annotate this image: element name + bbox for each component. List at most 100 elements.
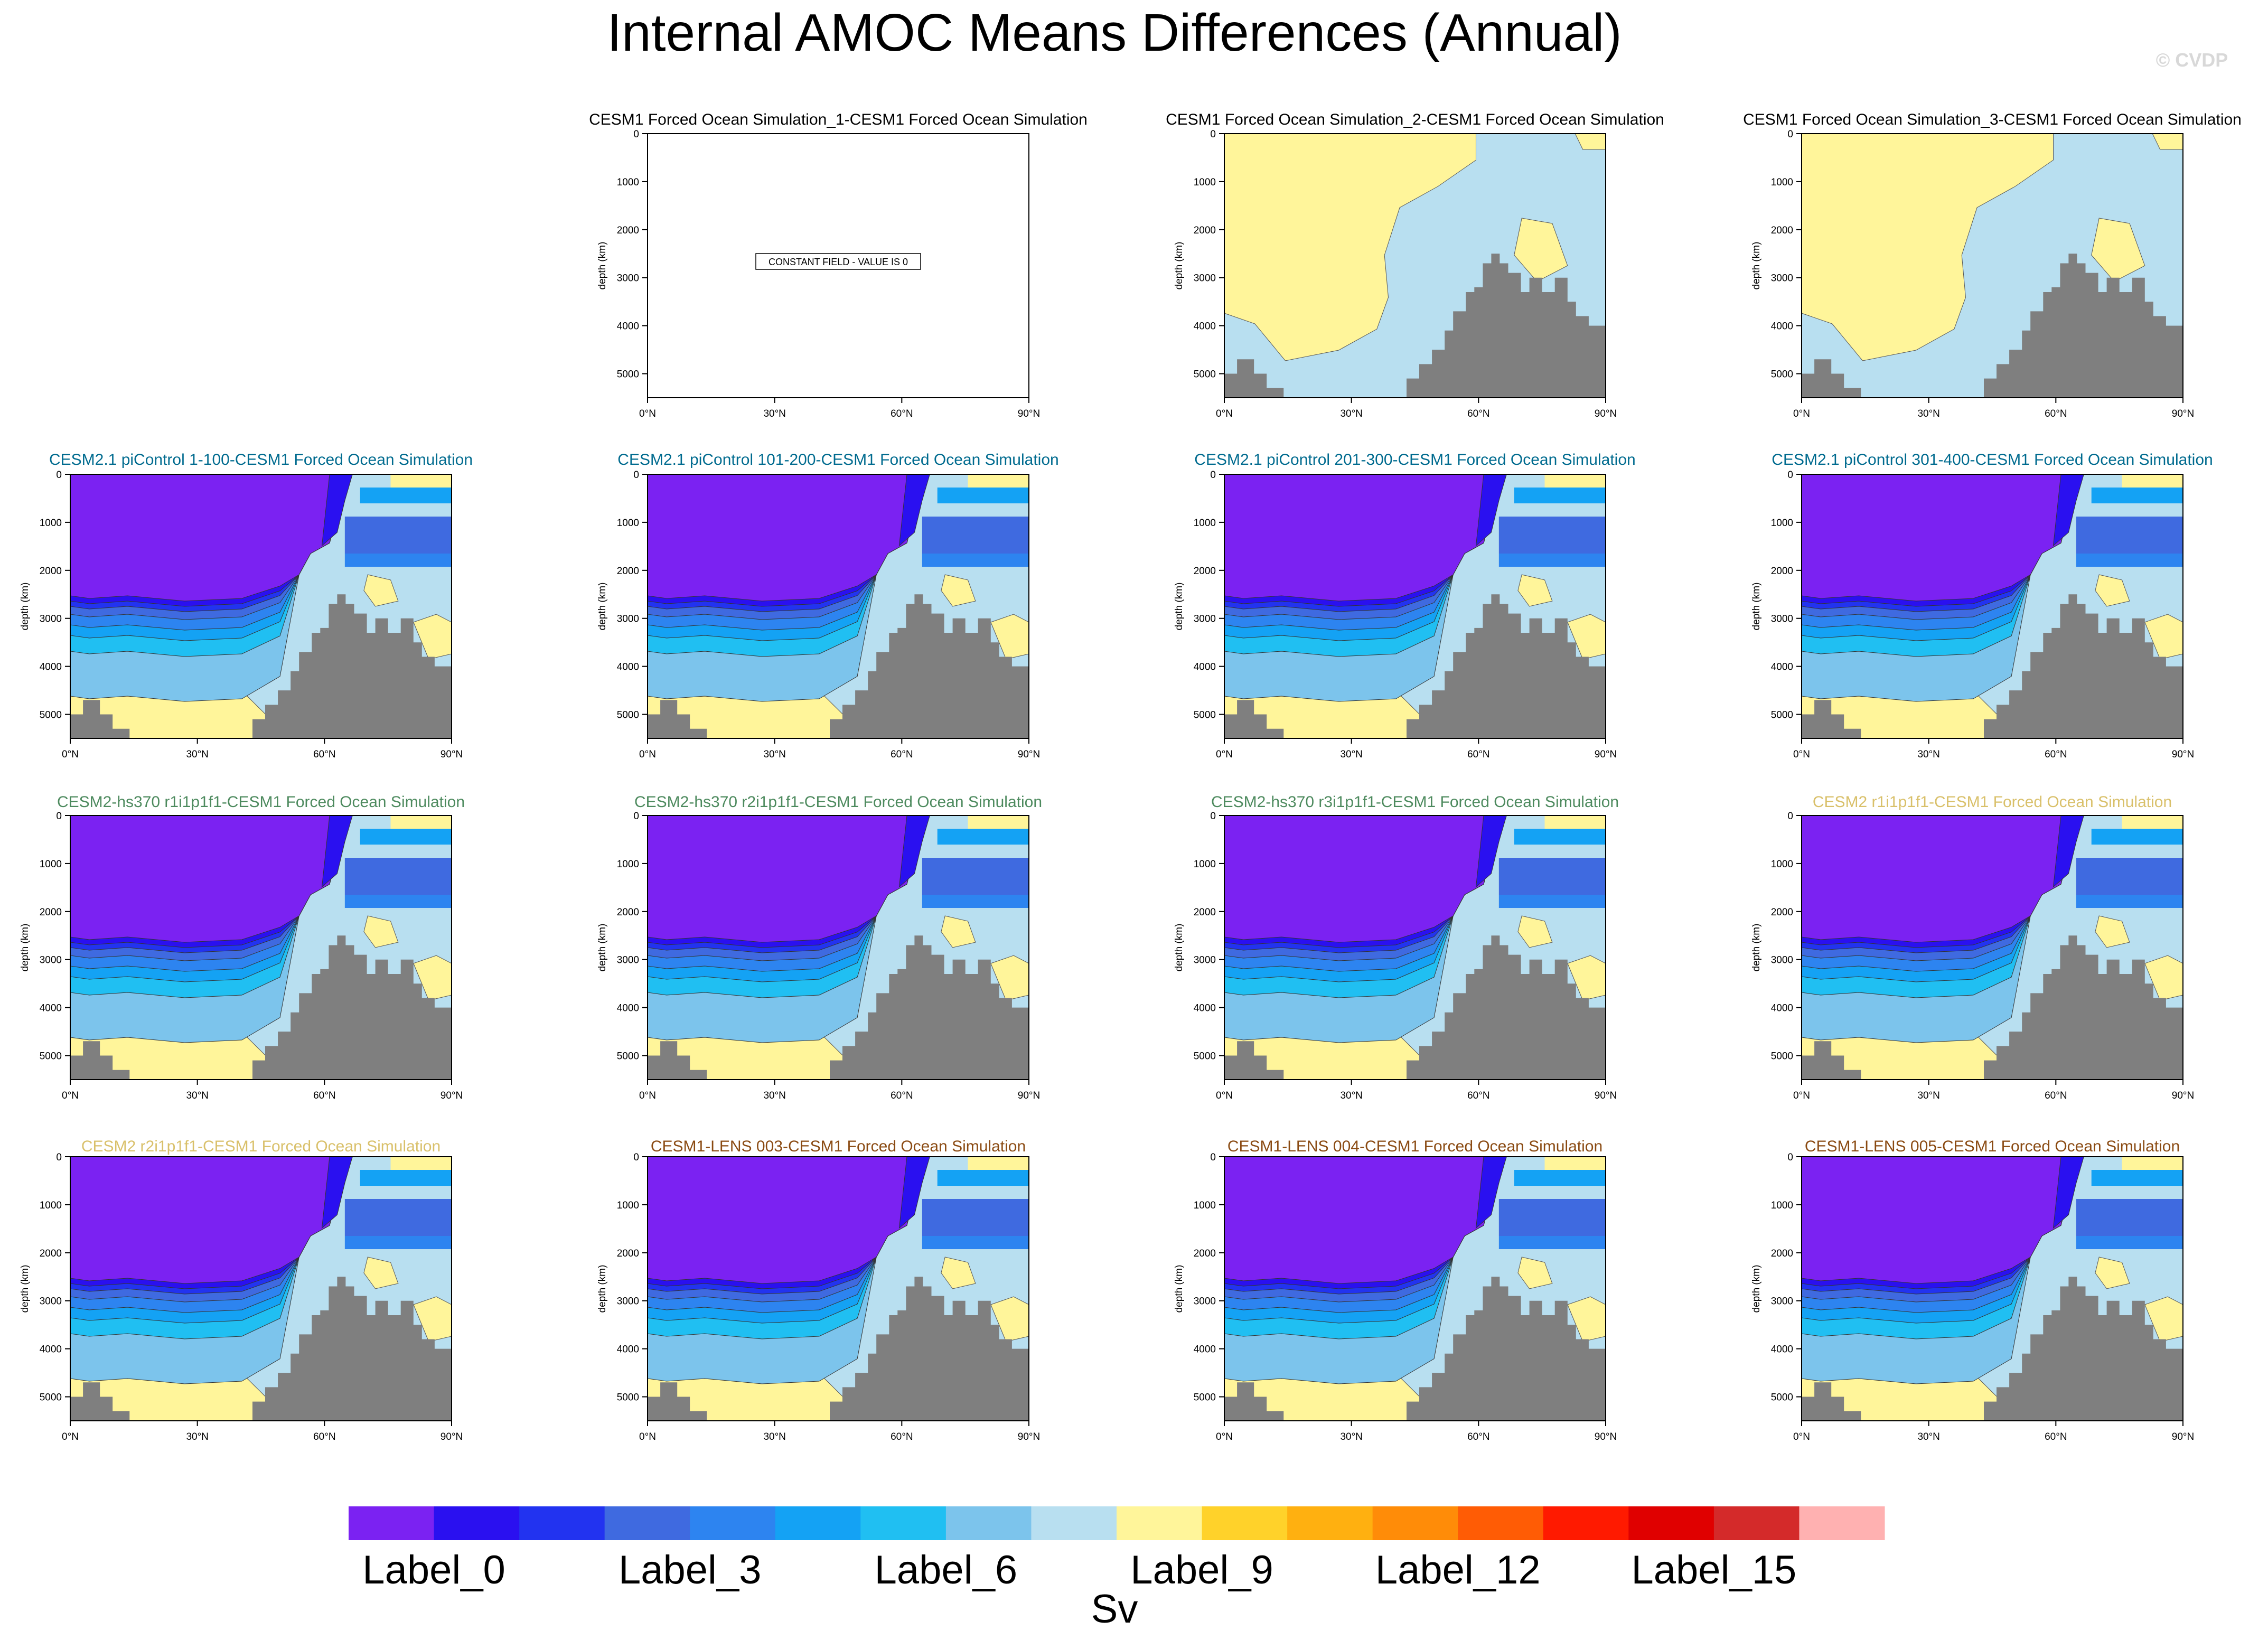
contour-fill-north-surface — [390, 816, 452, 829]
colorbar-label: Label_6 — [875, 1548, 1018, 1592]
y-tick-label: 1000 — [617, 859, 639, 870]
y-tick-label: 2000 — [1771, 566, 1793, 577]
contour-fill-positive-patch — [1514, 218, 1568, 282]
y-tick-label: 0 — [56, 1152, 62, 1163]
amoc-panel: 0 1000 2000 3000 4000 5000 0°N 30°N 60°N 90°N dept… — [20, 793, 465, 1101]
y-tick-label: 4000 — [617, 321, 639, 332]
colorbar-swatch — [1543, 1506, 1629, 1540]
colorbar-swatch — [860, 1506, 946, 1540]
y-tick-label: 3000 — [617, 273, 639, 284]
contour-fill-north-upper — [937, 829, 1029, 845]
y-tick-label: 4000 — [1771, 321, 1793, 332]
plot-frame — [647, 133, 1029, 398]
contour-fill-north-mid — [344, 858, 452, 895]
contour-fill-north-mid — [2076, 517, 2183, 554]
x-tick-label: 90°N — [441, 749, 463, 760]
contour-fill-positive — [1801, 133, 2054, 361]
colorbar-label: Label_9 — [1130, 1548, 1273, 1592]
x-tick-label: 90°N — [1018, 1431, 1040, 1442]
y-tick-label: 2000 — [40, 1248, 62, 1259]
colorbar-label: Label_3 — [618, 1548, 762, 1592]
contour-fill-north-surface — [390, 474, 452, 488]
y-tick-label: 2000 — [617, 225, 639, 236]
x-tick-label: 0°N — [62, 1431, 79, 1442]
panel-title: CESM1 Forced Ocean Simulation_3-CESM1 Fo… — [1743, 111, 2242, 128]
contour-fill-north-lower — [344, 895, 452, 908]
y-axis-label: depth (km) — [1174, 1265, 1185, 1313]
y-axis-label: depth (km) — [1751, 924, 1762, 972]
y-tick-label: 5000 — [1771, 1392, 1793, 1403]
contour-fill-north-surface — [1544, 1157, 1606, 1170]
plot-frame — [1224, 815, 1606, 1080]
colorbar-swatch — [349, 1506, 435, 1540]
y-tick-label: 5000 — [1194, 710, 1216, 721]
y-tick-label: 2000 — [1194, 225, 1216, 236]
y-tick-label: 5000 — [40, 710, 62, 721]
colorbar-swatch — [434, 1506, 520, 1540]
contour-fill-north-upper — [2091, 488, 2183, 503]
amoc-panel: 0 1000 2000 3000 4000 5000 0°N 30°N 60°N 90°N dept… — [1174, 793, 1619, 1101]
y-tick-label: 0 — [633, 470, 639, 481]
y-tick-label: 3000 — [40, 1296, 62, 1307]
contour-fill-positive-patch — [1517, 915, 1553, 948]
y-tick-label: 4000 — [617, 1344, 639, 1355]
contour-fill-north-surface — [1544, 816, 1606, 829]
y-tick-label: 4000 — [40, 1344, 62, 1355]
contour-fill-north-surface — [2122, 1157, 2183, 1170]
colorbar-swatch — [604, 1506, 690, 1540]
y-axis-label: depth (km) — [597, 242, 608, 290]
x-tick-label: 30°N — [1340, 408, 1362, 419]
contour-fill-north-lower — [344, 1236, 452, 1249]
contour-fill-north-surface — [2122, 474, 2183, 488]
x-tick-label: 0°N — [1793, 749, 1810, 760]
x-tick-label: 90°N — [1018, 749, 1040, 760]
x-tick-label: 90°N — [441, 1090, 463, 1101]
x-tick-label: 0°N — [1793, 1431, 1810, 1442]
contour-fill-positive-patch — [941, 915, 976, 948]
contour-fill-north-lower — [922, 554, 1029, 567]
amoc-panel: 0 1000 2000 3000 4000 5000 0°N 30°N 60°N 90°N dept… — [20, 1138, 463, 1442]
plot-frame — [647, 815, 1029, 1080]
contour-fill-north-upper — [2091, 829, 2183, 845]
y-axis-label: depth (km) — [597, 1265, 608, 1313]
colorbar-units: Sv — [1091, 1587, 1138, 1632]
y-tick-label: 1000 — [40, 1200, 62, 1211]
bathymetry-land-mask — [1224, 935, 1606, 1080]
plot-frame — [1801, 474, 2183, 739]
contour-fill-north-lower — [922, 1236, 1029, 1249]
y-tick-label: 4000 — [1194, 1344, 1216, 1355]
colorbar-swatch — [945, 1506, 1032, 1540]
contour-fill-north-mid — [2076, 858, 2183, 895]
amoc-panel: 0 1000 2000 3000 4000 5000 0°N 30°N 60°N 90°N dept… — [1751, 793, 2194, 1101]
x-tick-label: 0°N — [1216, 408, 1233, 419]
y-tick-label: 5000 — [1194, 1051, 1216, 1062]
x-tick-label: 60°N — [1467, 749, 1489, 760]
panel-title: CESM2-hs370 r1i1p1f1-CESM1 Forced Ocean … — [57, 793, 465, 811]
y-tick-label: 3000 — [617, 1296, 639, 1307]
y-tick-label: 1000 — [1771, 518, 1793, 529]
y-tick-label: 4000 — [1194, 1003, 1216, 1014]
amoc-panel: 0 1000 2000 3000 4000 5000 0°N 30°N 60°N 90°N dept… — [597, 1138, 1040, 1442]
x-tick-label: 0°N — [1793, 408, 1810, 419]
bathymetry-land-mask — [1224, 254, 1606, 398]
x-tick-label: 60°N — [1467, 1090, 1489, 1101]
x-tick-label: 90°N — [1595, 1431, 1617, 1442]
colorbar-swatch — [1372, 1506, 1458, 1540]
x-tick-label: 30°N — [186, 749, 208, 760]
y-tick-label: 4000 — [1194, 662, 1216, 673]
panel-title: CESM1-LENS 003-CESM1 Forced Ocean Simula… — [651, 1138, 1026, 1155]
y-tick-label: 0 — [1787, 1152, 1793, 1163]
colorbar-swatch — [1031, 1506, 1117, 1540]
colorbar-swatch — [1628, 1506, 1714, 1540]
contour-fill-north-surface — [968, 474, 1029, 488]
y-tick-label: 2000 — [617, 907, 639, 918]
plot-frame — [647, 1156, 1029, 1421]
contour-fill-north-mid — [1498, 858, 1606, 895]
bathymetry-land-mask — [1802, 254, 2183, 398]
contour-fill-positive-patch — [941, 1257, 976, 1289]
y-tick-label: 1000 — [1194, 518, 1216, 529]
y-tick-label: 0 — [1787, 811, 1793, 822]
y-tick-label: 1000 — [1194, 1200, 1216, 1211]
contour-fill-positive-patch — [363, 574, 399, 607]
y-tick-label: 3000 — [1194, 614, 1216, 625]
